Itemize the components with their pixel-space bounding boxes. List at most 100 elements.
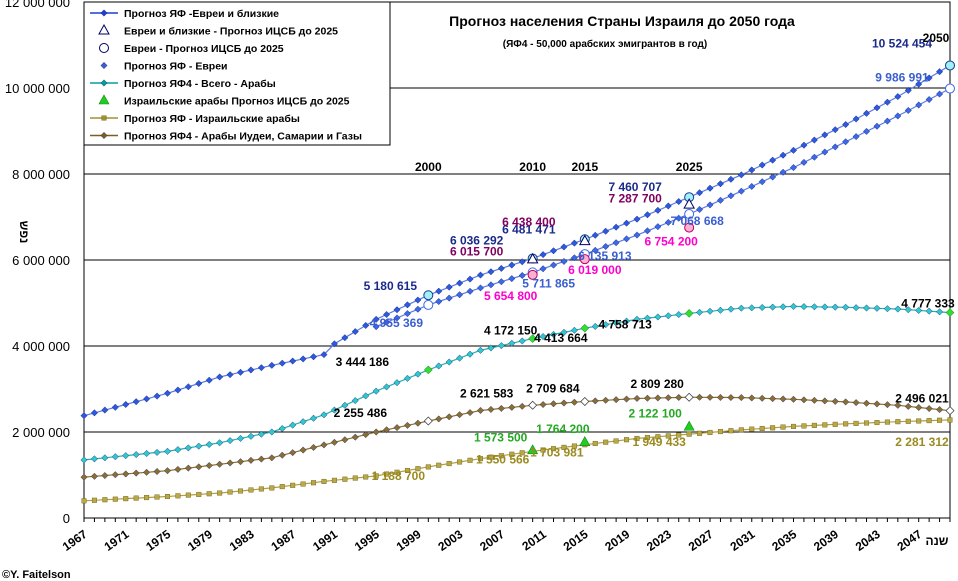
series-point xyxy=(925,405,933,413)
y-tick-label: 8 000 000 xyxy=(12,167,70,182)
series-point xyxy=(414,296,422,304)
x-tick-label: 2003 xyxy=(435,527,465,554)
series-point xyxy=(497,278,505,286)
series-point xyxy=(665,433,671,439)
series-point xyxy=(728,428,734,434)
highlight-point xyxy=(945,60,955,71)
series-point xyxy=(518,402,526,410)
series-point xyxy=(800,303,808,311)
series-point xyxy=(738,427,744,433)
series-point xyxy=(873,122,881,130)
y-tick-label: 6 000 000 xyxy=(12,253,70,268)
highlight-point xyxy=(580,396,590,406)
series-point xyxy=(831,303,839,311)
series-point xyxy=(905,418,911,424)
x-tick-label: 1991 xyxy=(310,527,340,554)
year-marker-label: 2050 xyxy=(923,31,950,45)
series-point xyxy=(675,198,683,206)
series-point xyxy=(247,432,255,440)
legend-box xyxy=(83,1,391,146)
series-point xyxy=(863,304,871,312)
series-point xyxy=(904,306,912,314)
series-point xyxy=(800,396,808,404)
series-point xyxy=(623,395,631,403)
series-point xyxy=(153,448,161,456)
series-point xyxy=(310,353,318,361)
series-point xyxy=(821,148,829,156)
series-point xyxy=(403,301,411,309)
series-point xyxy=(383,383,391,391)
series-point xyxy=(894,93,902,101)
series-point xyxy=(706,184,714,192)
series-point xyxy=(237,458,244,466)
series-point xyxy=(800,141,808,149)
series-point xyxy=(904,402,912,410)
legend-swatch-marker xyxy=(100,62,108,69)
series-point xyxy=(351,433,359,441)
series-point xyxy=(570,398,578,406)
series-point xyxy=(852,133,860,141)
series-point xyxy=(748,394,756,402)
series-point xyxy=(341,436,349,444)
series-point xyxy=(633,215,641,223)
series-point xyxy=(184,444,192,452)
series-point xyxy=(257,455,265,463)
series-point xyxy=(697,430,703,436)
series-point xyxy=(174,465,182,473)
series-point xyxy=(936,68,944,76)
data-label: 7 287 700 xyxy=(608,192,662,206)
series-point xyxy=(716,306,724,314)
series-point xyxy=(457,459,463,465)
series-point xyxy=(770,425,776,431)
series-point xyxy=(612,396,620,404)
series-point xyxy=(518,258,526,266)
forecast-point xyxy=(683,198,696,209)
series-point xyxy=(102,497,108,503)
data-label: 2 709 684 xyxy=(526,381,580,395)
series-point xyxy=(780,424,786,430)
series-point xyxy=(446,461,452,467)
series-point xyxy=(633,394,641,402)
series-point xyxy=(603,439,609,445)
series-point xyxy=(205,376,213,384)
series-point xyxy=(758,161,766,169)
x-tick-label: 1987 xyxy=(268,527,298,554)
x-tick-label: 1975 xyxy=(143,527,173,554)
series-point xyxy=(310,414,318,422)
highlight-point xyxy=(423,365,433,375)
series-point xyxy=(936,90,944,98)
series-point xyxy=(831,143,839,151)
series-point xyxy=(123,496,129,502)
series-point xyxy=(278,451,286,459)
series-point xyxy=(748,182,756,190)
series-point xyxy=(206,491,212,497)
series-point xyxy=(299,446,307,454)
data-label: 1 764 200 xyxy=(536,422,590,436)
series-point xyxy=(539,251,547,259)
series-point xyxy=(456,291,464,299)
highlight-point xyxy=(423,290,434,301)
series-point xyxy=(143,468,151,476)
series-point xyxy=(822,422,828,428)
series-point xyxy=(570,254,578,262)
x-tick-label: 2035 xyxy=(769,527,799,554)
legend-swatch-marker xyxy=(100,132,108,139)
series-point xyxy=(633,231,641,239)
series-point xyxy=(393,314,401,322)
series-point xyxy=(664,312,672,320)
legend-entry-label: Прогноз ЯФ - Израильские арабы xyxy=(124,113,300,125)
series-markers xyxy=(80,60,955,504)
series-point xyxy=(686,431,692,437)
series-point xyxy=(737,171,745,179)
series-point xyxy=(393,306,401,314)
series-point xyxy=(915,403,923,411)
series-point xyxy=(883,117,891,125)
series-point xyxy=(551,446,557,452)
series-point xyxy=(790,423,796,429)
series-point xyxy=(904,86,912,94)
data-label: 4 955 369 xyxy=(370,316,424,330)
series-point xyxy=(226,437,234,445)
x-tick-label: 2023 xyxy=(644,527,674,554)
series-point xyxy=(675,393,683,401)
series-point xyxy=(330,438,338,446)
